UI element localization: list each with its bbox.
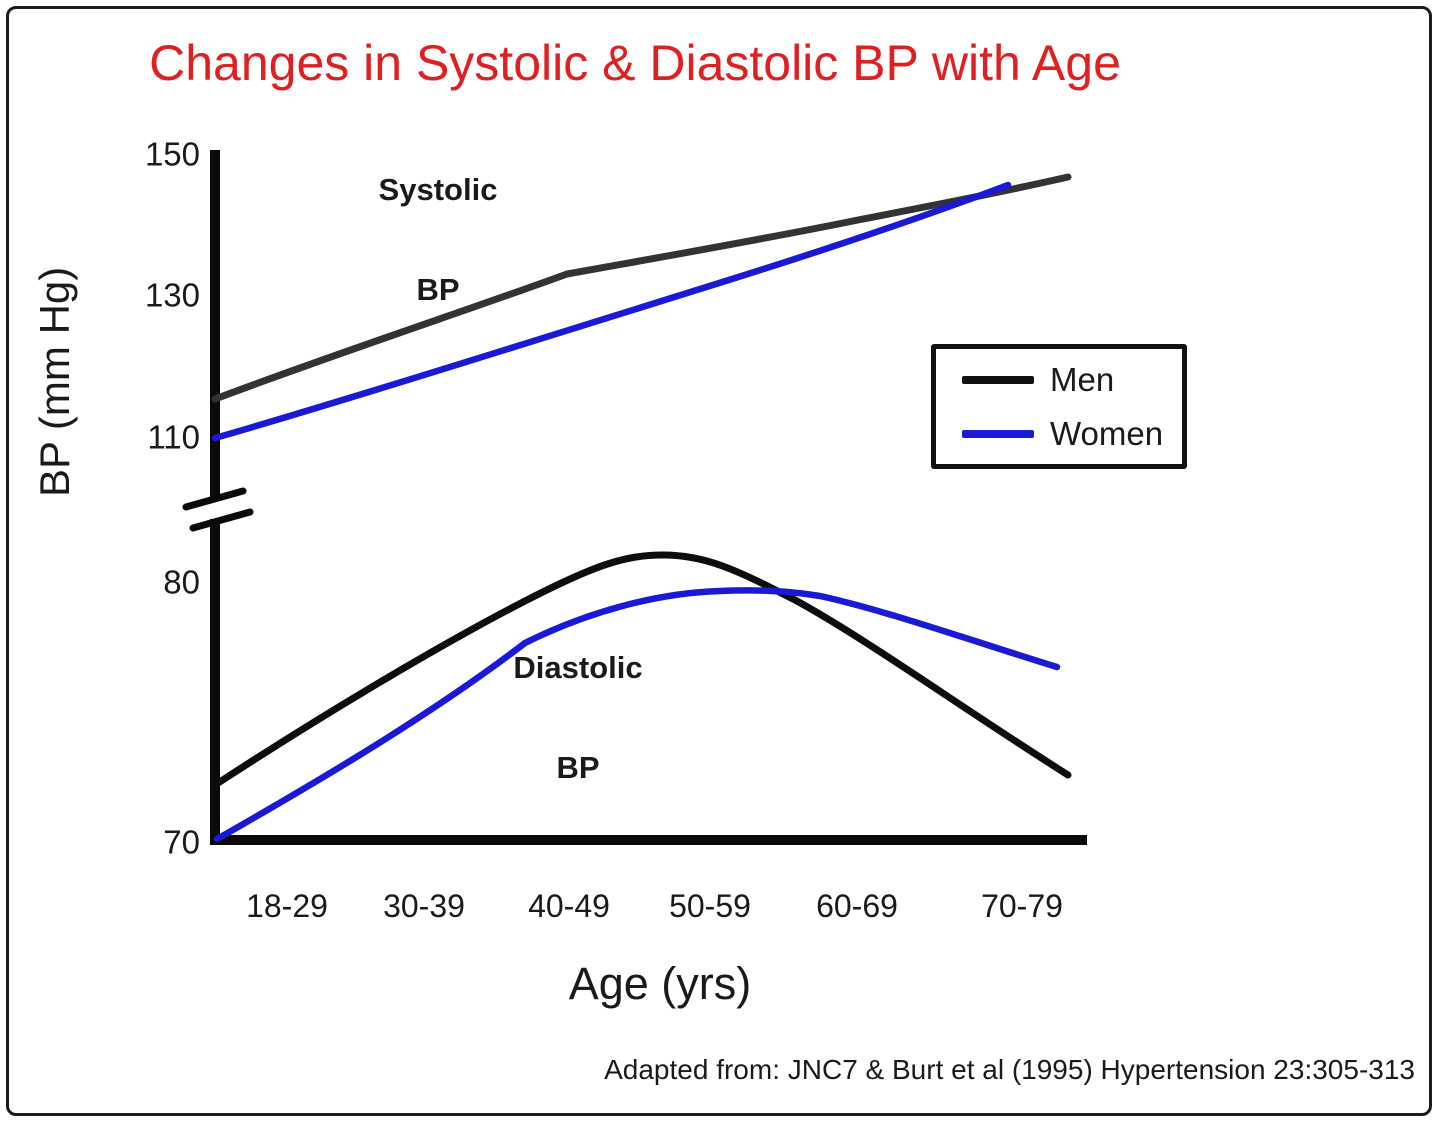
y-tick-150: 150 [144,135,200,173]
x-tick-70-79: 70-79 [981,888,1063,924]
diastolic-bp-label: Diastolic BP [513,643,642,793]
citation-text: Adapted from: JNC7 & Burt et al (1995) H… [604,1054,1415,1085]
women-line-swatch [962,429,1034,438]
men-line-swatch [962,375,1034,384]
legend-row-women: Women [962,415,1182,453]
x-tick-18-29: 18-29 [246,888,328,924]
legend-row-men: Men [962,361,1182,399]
axis-break-mark-upper [182,487,247,511]
x-tick-50-59: 50-59 [669,888,751,924]
x-tick-60-69: 60-69 [816,888,898,924]
y-tick-70: 70 [163,823,200,861]
systolic-men-curve [211,173,1072,403]
legend-label-men: Men [1050,360,1115,398]
systolic-women-curve [211,181,1012,442]
y-tick-80: 80 [163,563,200,601]
x-tick-40-49: 40-49 [528,888,610,924]
chart-title: Changes in Systolic & Diastolic BP with … [149,35,1121,91]
diastolic-men-curve [211,551,1072,789]
axis-break-mark-lower [189,508,254,532]
systolic-label-line2: BP [416,272,460,307]
diastolic-label-line1: Diastolic [513,650,643,685]
y-tick-130: 130 [144,276,200,314]
y-tick-110: 110 [147,418,200,456]
diastolic-women-curve [213,587,1061,843]
legend: Men Women [931,344,1187,469]
x-axis-title: Age (yrs) [568,958,752,1009]
systolic-label-line1: Systolic [378,172,498,207]
legend-label-women: Women [1050,414,1164,452]
systolic-bp-label: Systolic BP [379,165,498,315]
diastolic-label-line2: BP [556,750,600,785]
x-tick-30-39: 30-39 [383,888,465,924]
